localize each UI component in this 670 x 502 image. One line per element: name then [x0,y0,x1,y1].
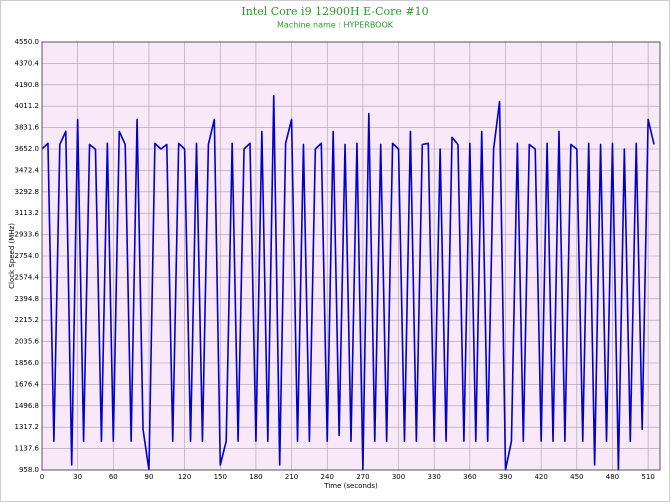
y-tick-label: 1496.8 [15,402,40,410]
y-tick-label: 4370.4 [15,59,40,67]
x-tick-label: 150 [214,473,227,481]
y-tick-label: 1676.4 [15,380,40,388]
x-tick-label: 210 [285,473,298,481]
x-tick-label: 120 [178,473,191,481]
y-tick-label: 3472.4 [15,166,40,174]
y-tick-label: 3292.8 [15,188,40,196]
x-tick-label: 480 [606,473,619,481]
plot-border [41,41,661,471]
chart-subtitle: Machine name : HYPERBOOK [277,21,394,30]
x-tick-label: 390 [499,473,512,481]
y-tick-label: 1856.0 [15,359,40,367]
x-tick-label: 270 [356,473,369,481]
y-tick-label: 3831.6 [15,124,40,132]
x-tick-label: 0 [40,473,44,481]
x-tick-label: 450 [570,473,583,481]
y-tick-label: 2754.0 [15,252,40,260]
x-tick-label: 300 [392,473,405,481]
y-tick-label: 2215.2 [15,316,40,324]
chart-title: Intel Core i9 12900H E-Core #10 [241,5,428,18]
x-tick-label: 60 [109,473,118,481]
x-axis-label: Time (seconds) [323,482,378,490]
x-tick-label: 330 [428,473,441,481]
series-line [41,94,655,471]
y-tick-label: 2394.8 [15,295,40,303]
y-tick-label: 1137.6 [15,445,40,453]
x-tick-label: 360 [463,473,476,481]
y-tick-label: 4190.8 [15,81,40,89]
x-tick-label: 90 [145,473,154,481]
x-tick-label: 240 [321,473,334,481]
y-axis-label: Clock Speed (MHz) [8,223,16,289]
x-tick-label: 420 [534,473,547,481]
y-tick-label: 4550.0 [15,38,40,46]
x-tick-label: 30 [73,473,82,481]
y-tick-label: 958.0 [19,466,39,474]
y-tick-label: 3652.0 [15,145,40,153]
y-tick-label: 2035.6 [15,338,40,346]
x-tick-label: 180 [249,473,262,481]
x-tick-label: 510 [641,473,654,481]
y-tick-label: 2574.4 [15,273,40,281]
y-tick-label: 3113.2 [15,209,40,217]
y-tick-label: 4011.2 [15,102,40,110]
y-tick-label: 2933.6 [15,231,40,239]
y-tick-label: 1317.2 [15,423,40,431]
